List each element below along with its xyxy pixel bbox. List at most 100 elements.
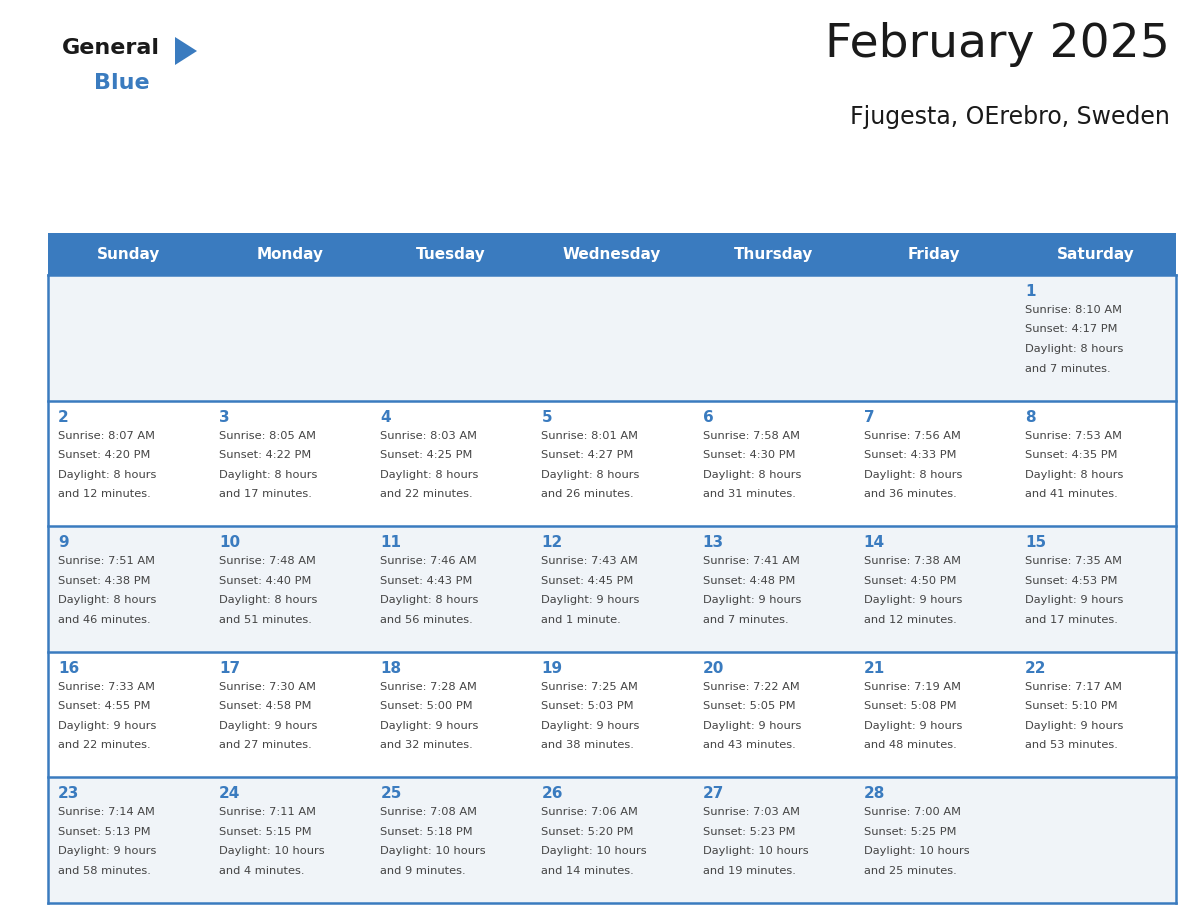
Text: and 36 minutes.: and 36 minutes. [864,489,956,499]
Text: Sunset: 4:27 PM: Sunset: 4:27 PM [542,450,634,460]
Text: and 43 minutes.: and 43 minutes. [702,740,795,750]
Text: Sunset: 5:25 PM: Sunset: 5:25 PM [864,827,956,837]
Text: Sunset: 5:15 PM: Sunset: 5:15 PM [219,827,311,837]
Text: Daylight: 10 hours: Daylight: 10 hours [542,846,647,856]
Text: and 27 minutes.: and 27 minutes. [219,740,312,750]
Text: and 51 minutes.: and 51 minutes. [219,615,312,625]
Text: and 32 minutes.: and 32 minutes. [380,740,473,750]
Text: and 58 minutes.: and 58 minutes. [58,866,151,876]
Text: Sunrise: 7:08 AM: Sunrise: 7:08 AM [380,808,478,817]
Bar [209,233,371,275]
Text: Sunrise: 7:17 AM: Sunrise: 7:17 AM [1025,682,1121,692]
Text: 18: 18 [380,661,402,676]
Text: Wednesday: Wednesday [563,247,662,262]
Text: Sunrise: 7:53 AM: Sunrise: 7:53 AM [1025,431,1121,441]
Text: Sunrise: 7:46 AM: Sunrise: 7:46 AM [380,556,478,566]
Text: Daylight: 9 hours: Daylight: 9 hours [219,721,317,731]
Text: Daylight: 8 hours: Daylight: 8 hours [380,470,479,479]
Text: 12: 12 [542,535,563,550]
Text: Sunset: 4:45 PM: Sunset: 4:45 PM [542,576,634,586]
Text: Sunset: 5:08 PM: Sunset: 5:08 PM [864,701,956,711]
Text: Sunrise: 7:35 AM: Sunrise: 7:35 AM [1025,556,1121,566]
Text: Daylight: 10 hours: Daylight: 10 hours [864,846,969,856]
Text: Sunrise: 7:19 AM: Sunrise: 7:19 AM [864,682,961,692]
Text: Sunset: 5:03 PM: Sunset: 5:03 PM [542,701,634,711]
Text: Sunset: 4:55 PM: Sunset: 4:55 PM [58,701,151,711]
Text: 26: 26 [542,787,563,801]
Bar [371,233,531,275]
Text: Daylight: 9 hours: Daylight: 9 hours [864,721,962,731]
Text: and 12 minutes.: and 12 minutes. [58,489,151,499]
Text: February 2025: February 2025 [826,22,1170,67]
Text: and 26 minutes.: and 26 minutes. [542,489,634,499]
Text: Sunrise: 8:03 AM: Sunrise: 8:03 AM [380,431,478,441]
Text: 9: 9 [58,535,69,550]
Text: 28: 28 [864,787,885,801]
Text: 15: 15 [1025,535,1045,550]
Bar [531,233,693,275]
Text: 1: 1 [1025,284,1036,299]
Text: Sunset: 5:18 PM: Sunset: 5:18 PM [380,827,473,837]
Text: and 46 minutes.: and 46 minutes. [58,615,151,625]
Bar [1015,233,1176,275]
Text: Daylight: 8 hours: Daylight: 8 hours [1025,344,1123,354]
Text: Sunset: 4:33 PM: Sunset: 4:33 PM [864,450,956,460]
Text: and 56 minutes.: and 56 minutes. [380,615,473,625]
Text: 16: 16 [58,661,80,676]
Text: and 14 minutes.: and 14 minutes. [542,866,634,876]
Text: Daylight: 9 hours: Daylight: 9 hours [702,721,801,731]
Text: Sunrise: 7:14 AM: Sunrise: 7:14 AM [58,808,154,817]
Text: Sunrise: 7:33 AM: Sunrise: 7:33 AM [58,682,154,692]
Text: Sunrise: 7:58 AM: Sunrise: 7:58 AM [702,431,800,441]
Text: 14: 14 [864,535,885,550]
Text: Monday: Monday [257,247,323,262]
Text: 27: 27 [702,787,723,801]
Text: Sunset: 5:10 PM: Sunset: 5:10 PM [1025,701,1118,711]
Text: Sunset: 4:43 PM: Sunset: 4:43 PM [380,576,473,586]
Text: Saturday: Saturday [1056,247,1135,262]
Text: 24: 24 [219,787,240,801]
Text: Friday: Friday [908,247,961,262]
Bar [48,778,1176,903]
Text: Daylight: 10 hours: Daylight: 10 hours [380,846,486,856]
Text: Daylight: 9 hours: Daylight: 9 hours [58,846,157,856]
Text: 2: 2 [58,409,69,425]
Text: Daylight: 9 hours: Daylight: 9 hours [58,721,157,731]
Text: and 25 minutes.: and 25 minutes. [864,866,956,876]
Text: Daylight: 9 hours: Daylight: 9 hours [1025,595,1123,605]
Text: Daylight: 8 hours: Daylight: 8 hours [542,470,640,479]
Text: 20: 20 [702,661,723,676]
Text: Sunset: 4:20 PM: Sunset: 4:20 PM [58,450,151,460]
Text: Sunrise: 7:56 AM: Sunrise: 7:56 AM [864,431,961,441]
Text: and 7 minutes.: and 7 minutes. [1025,364,1111,374]
Text: 6: 6 [702,409,713,425]
Text: Sunset: 4:17 PM: Sunset: 4:17 PM [1025,324,1118,334]
Polygon shape [175,37,197,65]
Text: Blue: Blue [94,73,150,93]
Text: Daylight: 10 hours: Daylight: 10 hours [219,846,324,856]
Text: Sunrise: 7:41 AM: Sunrise: 7:41 AM [702,556,800,566]
Text: and 4 minutes.: and 4 minutes. [219,866,304,876]
Text: Sunrise: 7:11 AM: Sunrise: 7:11 AM [219,808,316,817]
Bar [48,233,209,275]
Text: 21: 21 [864,661,885,676]
Text: Sunrise: 8:07 AM: Sunrise: 8:07 AM [58,431,154,441]
Text: 19: 19 [542,661,563,676]
Text: Daylight: 9 hours: Daylight: 9 hours [542,595,640,605]
Text: Sunrise: 7:51 AM: Sunrise: 7:51 AM [58,556,154,566]
Text: 22: 22 [1025,661,1047,676]
Text: Daylight: 8 hours: Daylight: 8 hours [380,595,479,605]
Text: 8: 8 [1025,409,1036,425]
Text: Sunrise: 8:01 AM: Sunrise: 8:01 AM [542,431,638,441]
Text: Sunrise: 7:38 AM: Sunrise: 7:38 AM [864,556,961,566]
Bar [693,233,854,275]
Text: and 41 minutes.: and 41 minutes. [1025,489,1118,499]
Text: Daylight: 8 hours: Daylight: 8 hours [864,470,962,479]
Text: Daylight: 8 hours: Daylight: 8 hours [702,470,801,479]
Bar [854,233,1015,275]
Text: General: General [62,38,160,58]
Text: Daylight: 8 hours: Daylight: 8 hours [1025,470,1123,479]
Text: and 7 minutes.: and 7 minutes. [702,615,788,625]
Text: Daylight: 8 hours: Daylight: 8 hours [58,595,157,605]
Text: and 17 minutes.: and 17 minutes. [219,489,312,499]
